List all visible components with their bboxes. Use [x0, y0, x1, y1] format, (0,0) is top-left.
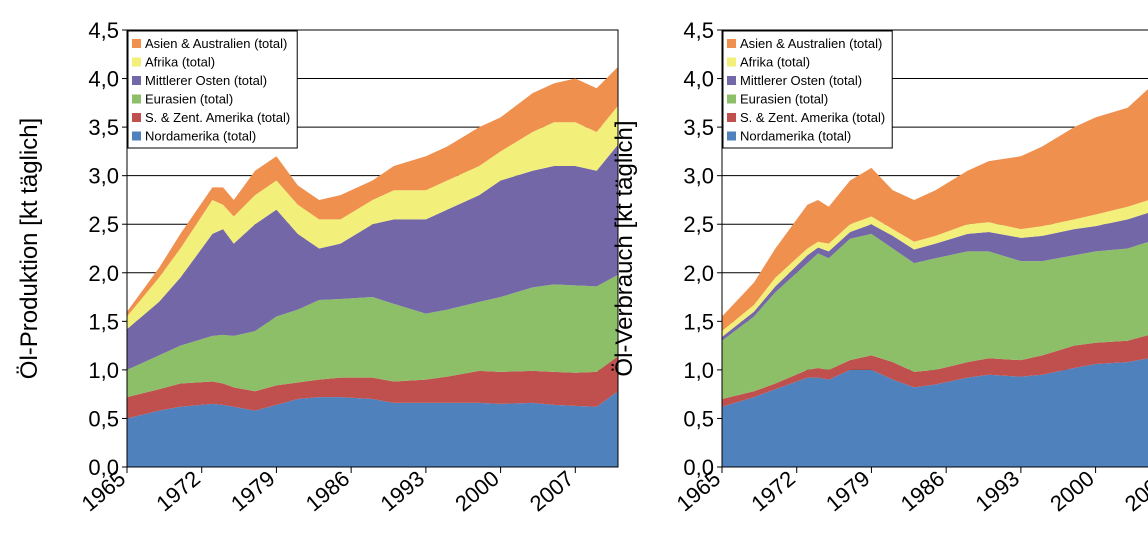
x-tick-label: 1993	[376, 466, 430, 517]
area	[127, 144, 618, 370]
legend-label: S. & Zent. Amerika (total)	[145, 110, 290, 125]
x-tick-label: 2000	[450, 466, 504, 517]
plot-frame	[126, 29, 619, 468]
y-tick-label: 0,0	[88, 455, 119, 480]
y-tick-label: 4,0	[683, 67, 714, 92]
legend-box	[722, 30, 893, 149]
legend-label: Asien & Australien (total)	[145, 36, 287, 51]
x-tick-label: 1972	[746, 466, 800, 517]
y-tick-label: 2,5	[683, 212, 714, 237]
y-tick-label: 3,5	[88, 115, 119, 140]
legend: Asien & Australien (total) Afrika (total)…	[722, 30, 893, 149]
x-tick-label: 2000	[1045, 466, 1099, 517]
legend-swatch	[132, 57, 141, 67]
y-tick-label: 1,5	[88, 309, 119, 334]
legend-swatch	[727, 76, 736, 85]
legend-label: Eurasien (total)	[145, 92, 233, 107]
y-tick-label: 4,5	[683, 18, 714, 43]
area	[722, 358, 1148, 467]
area	[722, 212, 1148, 341]
legend-label: Afrika (total)	[145, 55, 215, 70]
legend-box	[127, 30, 298, 149]
legend-label: Mittlerer Osten (total)	[740, 73, 862, 88]
legend-swatch	[727, 113, 736, 122]
y-tick-label: 0,0	[683, 455, 714, 480]
x-tick-label: 1979	[226, 466, 280, 517]
area	[127, 105, 618, 330]
y-tick-label: 3,0	[683, 164, 714, 189]
x-tick-label: 1972	[151, 466, 205, 517]
area	[127, 391, 618, 467]
y-axis-label: Öl-Produktion [kt täglich]	[16, 118, 43, 379]
y-tick-label: 0,5	[683, 406, 714, 431]
x-tick-label: 2007	[525, 466, 579, 517]
area	[127, 356, 618, 419]
x-tick-label: 2007	[1120, 466, 1148, 517]
legend-swatch	[132, 76, 141, 85]
legend-label: Nordamerika (total)	[145, 129, 256, 144]
legend-swatch	[132, 39, 141, 48]
legend-swatch	[132, 131, 141, 141]
y-tick-label: 1,5	[683, 309, 714, 334]
legend: Asien & Australien (total) Afrika (total)…	[127, 30, 298, 149]
area	[722, 89, 1148, 332]
legend-swatch	[727, 131, 736, 141]
x-tick-label: 1986	[896, 466, 950, 517]
x-tick-label: 1993	[971, 466, 1025, 517]
legend-swatch	[727, 39, 736, 48]
area	[127, 274, 618, 398]
y-axis-label: Öl-Verbrauch [kt täglich]	[611, 120, 638, 376]
x-tick-label: 1986	[301, 466, 355, 517]
legend-label: Afrika (total)	[740, 55, 810, 70]
y-tick-label: 2,5	[88, 212, 119, 237]
y-tick-label: 1,0	[683, 358, 714, 383]
legend-label: Nordamerika (total)	[740, 129, 851, 144]
area	[722, 200, 1148, 337]
area	[127, 66, 618, 317]
y-tick-label: 0,5	[88, 406, 119, 431]
y-tick-label: 3,0	[88, 164, 119, 189]
x-tick-label: 1979	[821, 466, 875, 517]
legend-label: Eurasien (total)	[740, 92, 828, 107]
legend-swatch	[727, 94, 736, 104]
y-tick-label: 3,5	[683, 115, 714, 140]
y-tick-label: 2,0	[88, 261, 119, 286]
area	[722, 335, 1148, 407]
legend-swatch	[132, 94, 141, 104]
y-tick-label: 4,5	[88, 18, 119, 43]
legend-label: S. & Zent. Amerika (total)	[740, 110, 885, 125]
y-tick-label: 1,0	[88, 358, 119, 383]
legend-label: Mittlerer Osten (total)	[145, 73, 267, 88]
plot-frame	[721, 29, 1148, 468]
legend-swatch	[132, 113, 141, 122]
y-tick-label: 2,0	[683, 261, 714, 286]
y-tick-label: 4,0	[88, 67, 119, 92]
legend-swatch	[727, 57, 736, 67]
area	[722, 233, 1148, 400]
legend-label: Asien & Australien (total)	[740, 36, 882, 51]
